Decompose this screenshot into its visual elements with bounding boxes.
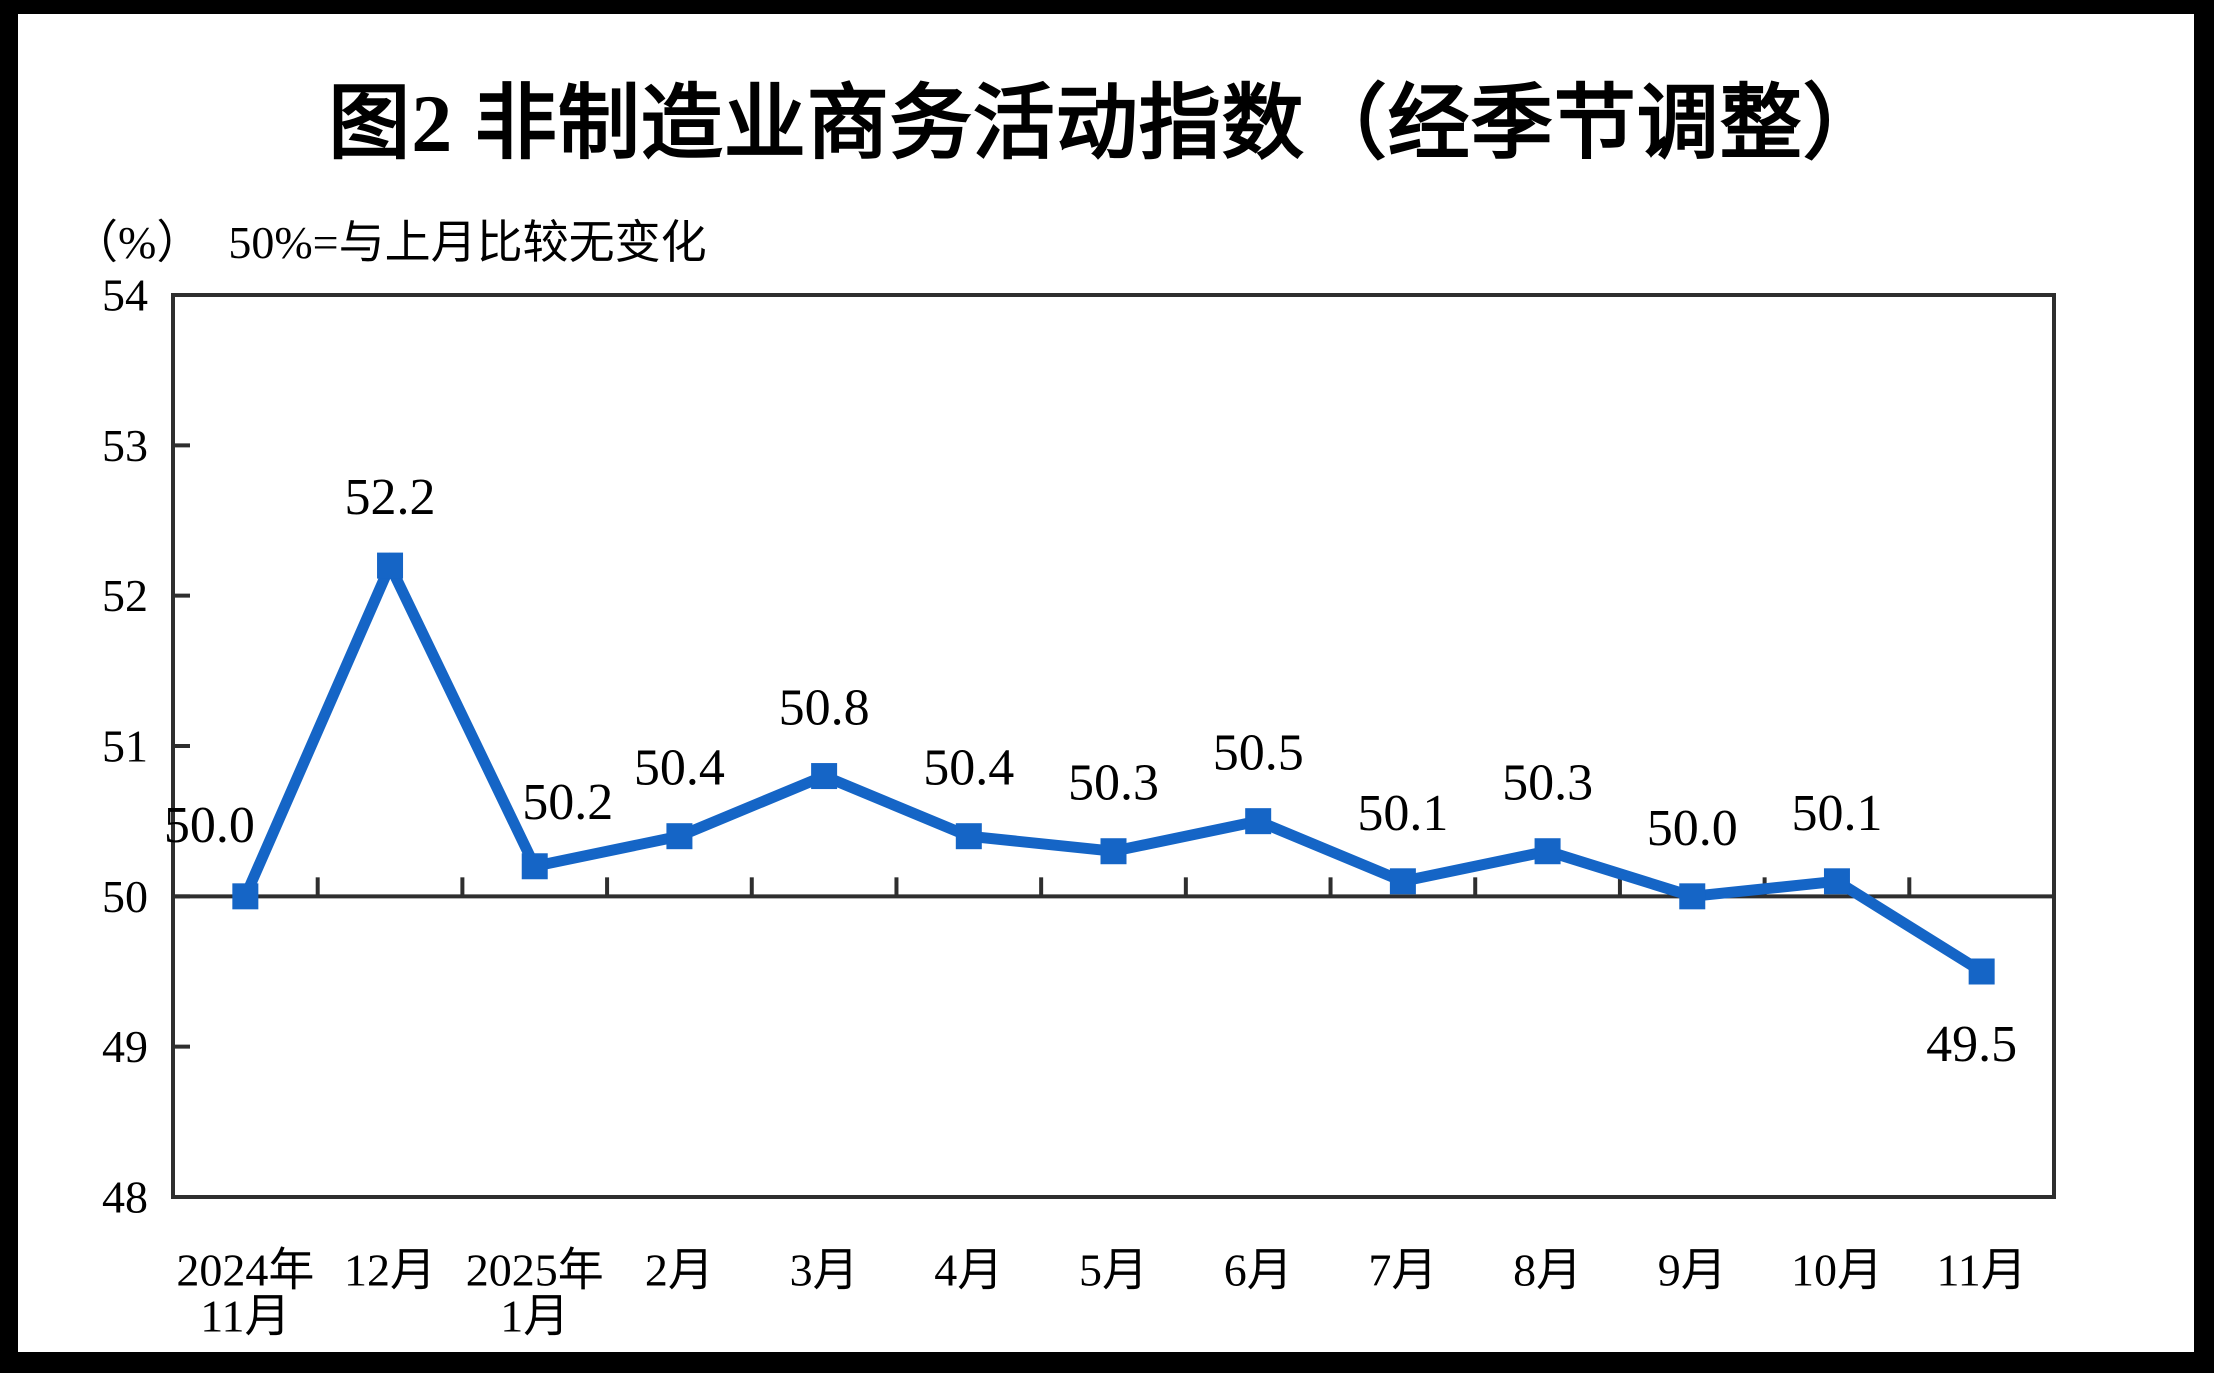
x-axis-label: 12月 [344,1245,436,1296]
x-axis-label: 8月 [1513,1245,1582,1296]
y-axis-label: 51 [102,721,148,772]
x-axis-label: 2月 [645,1245,714,1296]
data-point-label: 50.0 [1647,800,1738,857]
y-axis-label: 49 [102,1021,148,1072]
data-point-marker [1389,868,1416,895]
data-point-label: 50.1 [1791,785,1882,842]
axis-unit-note: （%） 50%=与上月比较无变化 [72,206,707,272]
data-point-marker [377,552,404,579]
chart-background [18,14,2194,1352]
unit-label: （%） [72,217,203,268]
x-axis-label: 9月 [1658,1245,1727,1296]
data-point-marker [811,763,838,790]
data-point-label: 49.5 [1926,1016,2017,1073]
data-point-marker [1100,838,1127,865]
plot-border [171,293,2056,1199]
x-axis-label: 2024年 [176,1245,314,1296]
data-point-marker [666,823,693,850]
data-point-label: 50.4 [634,740,725,797]
data-point-label: 50.3 [1068,755,1159,812]
x-axis-label: 4月 [934,1245,1003,1296]
data-point-label: 52.2 [345,469,436,526]
x-axis-label: 7月 [1368,1245,1437,1296]
data-point-marker [1968,958,1995,985]
x-axis-label: 11月 [200,1291,290,1342]
x-axis-label: 2025年 [466,1245,604,1296]
x-axis-label: 1月 [500,1291,569,1342]
data-point-label: 50.8 [779,680,870,737]
data-point-label: 50.2 [522,774,613,831]
data-point-marker [1679,883,1706,910]
data-point-marker [1245,808,1272,835]
data-point-label: 50.4 [923,740,1014,797]
y-axis-label: 54 [102,270,148,321]
chart-title: 图2 非制造业商务活动指数（经季节调整） [328,78,1886,169]
x-axis-label: 5月 [1079,1245,1148,1296]
x-axis-label: 10月 [1791,1245,1883,1296]
data-point-label: 50.0 [164,797,255,854]
data-point-marker [232,883,259,910]
x-axis-label: 3月 [790,1245,859,1296]
y-axis-label: 50 [102,871,148,922]
data-point-marker [1534,838,1561,865]
data-point-label: 50.5 [1213,725,1304,782]
data-point-marker [521,853,548,880]
data-point-marker [955,823,982,850]
data-point-marker [1823,868,1850,895]
baseline-note: 50%=与上月比较无变化 [228,217,707,268]
data-point-label: 50.1 [1357,785,1448,842]
x-axis-label: 6月 [1224,1245,1293,1296]
x-axis-label: 11月 [1937,1245,2027,1296]
y-axis-label: 52 [102,570,148,621]
y-axis-label: 53 [102,420,148,471]
data-point-label: 50.3 [1502,755,1593,812]
y-axis-label: 48 [102,1172,148,1223]
